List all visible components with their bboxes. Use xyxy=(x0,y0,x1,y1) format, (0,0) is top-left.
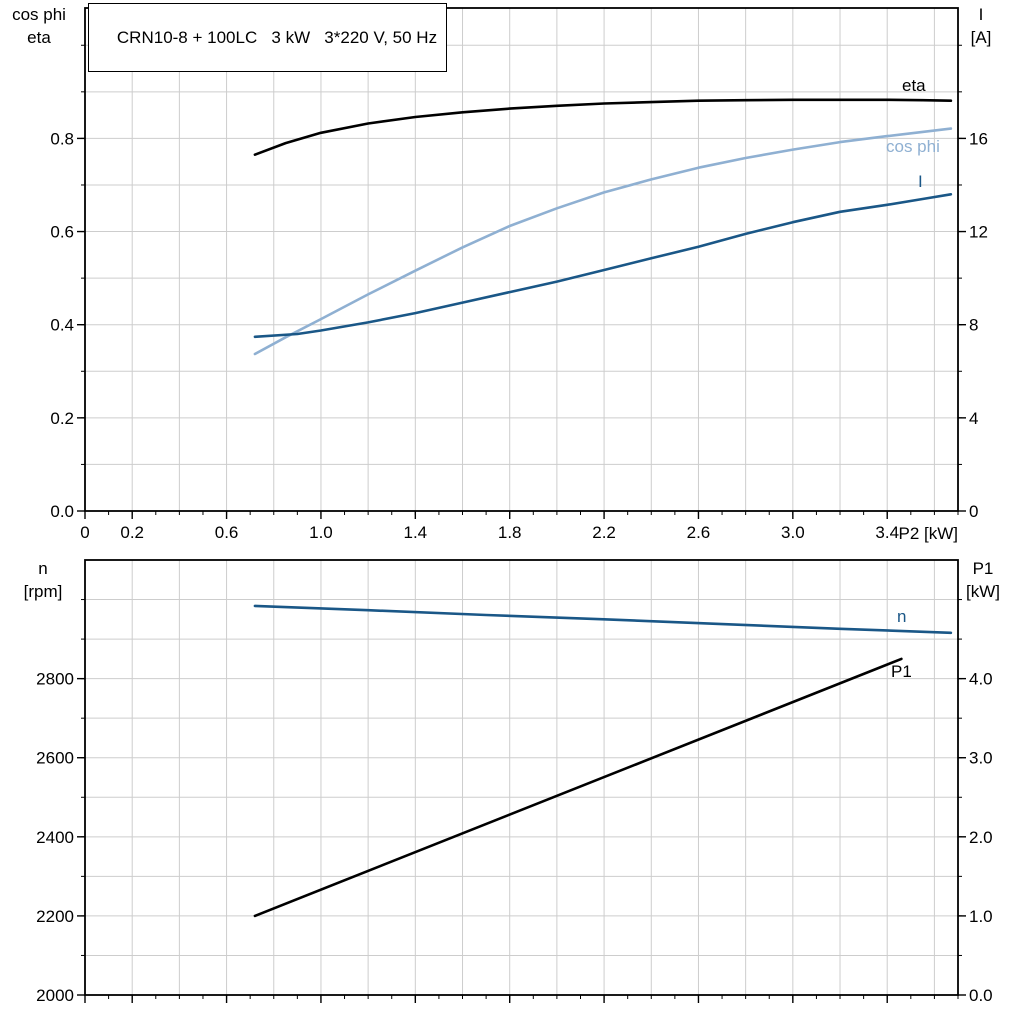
x-tick-label: 3.4 xyxy=(875,523,899,542)
axis-label-eta: eta xyxy=(27,28,51,47)
axis-label-speed-unit: [rpm] xyxy=(23,582,63,601)
curve-label-speed: n xyxy=(897,607,907,626)
axis-label-current: I xyxy=(978,5,984,24)
curve-label-current: I xyxy=(918,172,923,191)
y-tick-label-left: 0.2 xyxy=(50,409,74,428)
axis-label-p1: P1 xyxy=(972,559,994,578)
curve-I xyxy=(253,193,953,339)
x-axis-label-p2: P2 [kW] xyxy=(898,524,958,543)
bottom-chart-left-axis-title: n [rpm] xyxy=(6,557,80,603)
y-tick-label-left: 2400 xyxy=(36,828,74,847)
y-tick-label-left: 0.6 xyxy=(50,223,74,242)
x-tick-label: 2.6 xyxy=(687,523,711,542)
y-tick-label-right: 4 xyxy=(969,409,978,428)
curve-cos-phi xyxy=(253,127,953,356)
x-tick-label: 1.4 xyxy=(404,523,428,542)
x-tick-label: 0.6 xyxy=(215,523,239,542)
y-tick-label-right: 16 xyxy=(969,129,988,148)
y-tick-label-right: 1.0 xyxy=(969,907,993,926)
y-tick-label-right: 12 xyxy=(969,223,988,242)
top-chart-left-axis-title: cos phi eta xyxy=(2,3,76,49)
y-tick-label-left: 0.0 xyxy=(50,502,74,521)
y-tick-label-left: 2000 xyxy=(36,986,74,1005)
curve-P1 xyxy=(253,657,903,918)
chart-title-box: CRN10-8 + 100LC 3 kW 3*220 V, 50 Hz xyxy=(88,3,448,72)
x-tick-label: 1.8 xyxy=(498,523,522,542)
y-tick-label-right: 0 xyxy=(969,502,978,521)
x-tick-label: 2.2 xyxy=(592,523,616,542)
y-tick-label-left: 0.8 xyxy=(50,129,74,148)
y-tick-label-right: 4.0 xyxy=(969,670,993,689)
plot-frame xyxy=(84,7,959,512)
y-tick-label-left: 2600 xyxy=(36,749,74,768)
axis-label-p1-unit: [kW] xyxy=(966,582,1000,601)
x-tick-label: 3.0 xyxy=(781,523,805,542)
top-chart-right-axis-title: I [A] xyxy=(947,3,1015,49)
x-tick-label: 0 xyxy=(80,523,89,542)
x-tick-label: 1.0 xyxy=(309,523,333,542)
y-tick-label-right: 0.0 xyxy=(969,986,993,1005)
y-tick-label-left: 2200 xyxy=(36,907,74,926)
bottom-chart-right-axis-title: P1 [kW] xyxy=(947,557,1019,603)
y-tick-label-left: 2800 xyxy=(36,670,74,689)
curve-label-cos-phi: cos phi xyxy=(886,137,940,156)
chart-title: CRN10-8 + 100LC 3 kW 3*220 V, 50 Hz xyxy=(116,28,438,47)
y-tick-label-left: 0.4 xyxy=(50,316,74,335)
y-tick-label-right: 8 xyxy=(969,316,978,335)
x-tick-label: 0.2 xyxy=(120,523,144,542)
axis-label-current-unit: [A] xyxy=(970,28,992,47)
curve-label-p1: P1 xyxy=(891,662,912,681)
axis-label-cos-phi: cos phi xyxy=(12,5,66,24)
y-tick-label-right: 3.0 xyxy=(969,749,993,768)
curve-label-eta: eta xyxy=(902,76,926,95)
y-tick-label-right: 2.0 xyxy=(969,828,993,847)
curve-eta xyxy=(253,98,953,156)
plot-frame xyxy=(84,559,959,996)
curve-n xyxy=(253,604,953,635)
axis-label-speed: n xyxy=(38,559,48,578)
